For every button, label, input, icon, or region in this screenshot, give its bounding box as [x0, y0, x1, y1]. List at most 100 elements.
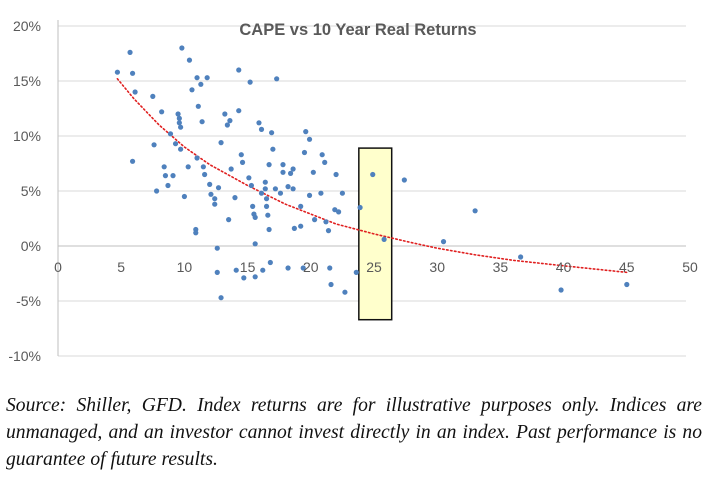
data-point	[218, 140, 224, 146]
data-point	[285, 184, 291, 190]
x-tick-label: 45	[619, 259, 635, 275]
data-point	[239, 159, 246, 165]
data-point	[185, 164, 191, 170]
data-point	[333, 171, 339, 178]
data-point	[233, 267, 239, 273]
data-point	[236, 108, 242, 114]
data-point	[290, 186, 296, 192]
data-point	[252, 274, 258, 280]
x-tick-label: 5	[117, 259, 125, 275]
data-point	[440, 239, 447, 245]
data-point	[269, 130, 275, 136]
data-point	[252, 214, 258, 220]
data-point	[277, 190, 284, 196]
data-point	[179, 45, 185, 51]
data-point	[318, 190, 324, 196]
data-point	[357, 204, 363, 211]
data-point	[178, 124, 184, 130]
data-point	[256, 120, 262, 126]
data-point	[246, 175, 252, 181]
y-tick-label: 20%	[13, 18, 41, 34]
data-point	[319, 152, 325, 158]
data-point	[339, 190, 345, 196]
data-point	[224, 122, 230, 128]
data-point	[325, 228, 332, 234]
x-tick-label: 20	[303, 259, 319, 275]
data-point	[353, 269, 359, 275]
data-point	[401, 177, 407, 183]
data-point	[250, 203, 256, 209]
data-point	[165, 182, 171, 189]
x-tick-label: 40	[556, 259, 572, 275]
data-point	[132, 89, 138, 95]
data-point	[202, 171, 208, 178]
data-point	[194, 155, 200, 161]
data-point	[212, 201, 218, 207]
data-point	[150, 93, 156, 99]
data-point	[272, 186, 279, 192]
data-point	[381, 236, 387, 242]
data-point	[558, 287, 564, 293]
data-point	[270, 146, 276, 152]
data-point	[214, 245, 220, 251]
source-caption: Source: Shiller, GFD. Index returns are …	[6, 395, 702, 470]
data-point	[127, 49, 133, 56]
data-point	[262, 179, 268, 185]
data-point	[258, 126, 265, 132]
x-tick-label: 25	[366, 259, 382, 275]
data-point	[306, 136, 313, 142]
x-tick-label: 10	[177, 259, 193, 275]
data-point	[175, 111, 181, 117]
data-point	[263, 196, 270, 202]
data-point	[199, 119, 205, 125]
data-point	[472, 208, 478, 214]
data-point	[228, 166, 234, 172]
data-point	[129, 70, 136, 76]
data-point	[204, 75, 210, 81]
data-point	[159, 109, 165, 115]
data-point	[207, 181, 213, 187]
data-point	[167, 131, 174, 137]
data-point	[370, 171, 376, 178]
x-tick-label: 30	[429, 259, 445, 275]
data-point	[198, 81, 204, 87]
data-point	[189, 87, 195, 93]
data-point	[153, 188, 160, 194]
data-point	[298, 223, 304, 229]
y-tick-label: 0%	[21, 238, 41, 254]
data-point	[300, 265, 306, 271]
y-tick-label: -5%	[16, 293, 41, 309]
data-point	[208, 191, 214, 197]
data-point	[332, 207, 338, 213]
data-point	[262, 186, 268, 192]
data-point	[336, 209, 342, 215]
chart-title: CAPE vs 10 Year Real Returns	[239, 21, 476, 39]
data-point	[178, 146, 184, 152]
data-point	[328, 281, 334, 288]
data-point	[200, 164, 206, 170]
data-point	[241, 275, 247, 281]
x-tick-label: 0	[54, 259, 62, 275]
data-point	[265, 212, 271, 218]
data-point	[215, 185, 222, 191]
data-point	[260, 267, 266, 273]
data-point	[624, 281, 630, 288]
data-point	[236, 67, 242, 73]
data-point	[310, 169, 316, 175]
data-point	[280, 162, 286, 168]
data-point	[323, 219, 329, 225]
data-point	[226, 217, 232, 223]
data-point	[114, 69, 121, 75]
data-point	[181, 193, 187, 200]
data-point	[280, 169, 286, 175]
data-point	[274, 76, 280, 82]
data-point	[151, 142, 157, 148]
data-point	[176, 120, 182, 126]
x-tick-label: 35	[493, 259, 509, 275]
data-point	[238, 152, 244, 158]
data-point	[301, 149, 308, 156]
data-point	[129, 158, 136, 164]
x-tick-label: 50	[682, 259, 698, 275]
data-point	[162, 173, 169, 179]
data-point	[285, 265, 291, 271]
